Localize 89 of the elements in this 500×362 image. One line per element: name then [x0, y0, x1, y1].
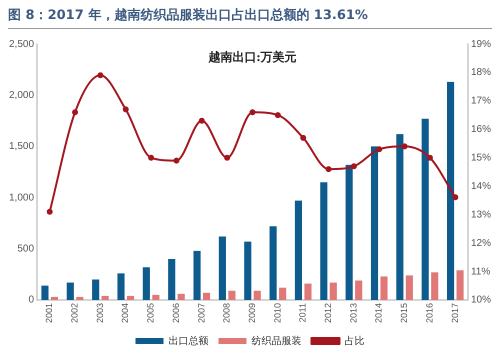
point	[122, 106, 129, 112]
bar	[202, 292, 210, 300]
bar	[193, 250, 201, 300]
x-tick-label: 2017	[450, 302, 460, 324]
bar	[244, 242, 252, 300]
legend-label: 出口总额	[168, 334, 208, 347]
y-tick-label: 0	[28, 294, 34, 306]
point	[350, 163, 357, 170]
x-tick-label: 2007	[196, 302, 206, 324]
text: 越南出口:万美元	[207, 50, 297, 64]
bar	[218, 236, 226, 300]
bar	[228, 290, 236, 300]
x-tick-label: 2006	[170, 302, 181, 324]
bar	[270, 226, 277, 300]
bar	[330, 282, 337, 300]
y2-tick-label: 19%	[470, 38, 492, 50]
y2-tick-label: 14%	[470, 180, 492, 192]
bar	[66, 282, 74, 300]
bar	[446, 82, 454, 300]
x-tick-label: 2015	[399, 302, 410, 324]
bar	[304, 284, 312, 300]
bar	[254, 290, 261, 300]
y-tick-label: 500	[17, 244, 34, 255]
point	[376, 146, 382, 152]
x-tick-label: 2003	[94, 302, 105, 324]
x-tick-label: 2005	[146, 302, 156, 324]
y2-tick-label: 18%	[470, 67, 492, 78]
point	[250, 109, 256, 116]
x-tick-label: 2001	[44, 302, 54, 324]
y-tick-label: 1,500	[8, 141, 34, 152]
x-tick-label: 2009	[246, 302, 257, 324]
bar	[41, 286, 49, 300]
y-tick-label: 1,000	[8, 192, 34, 204]
bar	[92, 280, 100, 300]
y-tick-label: 2,500	[8, 38, 34, 50]
bar	[168, 259, 176, 300]
point	[46, 208, 53, 215]
y2-tick-label: 10%	[470, 294, 492, 306]
bar	[279, 288, 286, 300]
bar	[126, 296, 134, 300]
bar	[355, 280, 362, 300]
y2-tick-label: 15%	[470, 152, 492, 164]
point	[300, 134, 306, 141]
point	[274, 112, 281, 118]
bar	[422, 118, 429, 300]
x-tick-label: 2002	[70, 302, 80, 324]
point	[426, 154, 433, 161]
point	[173, 158, 180, 164]
bar	[294, 200, 302, 300]
y2-tick-label: 11%	[470, 266, 490, 278]
point	[148, 154, 154, 161]
point	[72, 109, 78, 116]
x-tick-label: 2011	[298, 302, 308, 322]
bar	[142, 267, 150, 300]
x-tick-label: 2010	[272, 302, 282, 324]
bar	[76, 296, 84, 300]
y2-tick-label: 17%	[470, 96, 492, 107]
bar	[102, 296, 109, 300]
y2-tick-label: 13%	[470, 209, 492, 220]
point	[198, 118, 205, 124]
y2-tick-label: 16%	[470, 124, 492, 136]
y2-tick-label: 12%	[470, 238, 492, 249]
bar	[380, 276, 388, 300]
point	[452, 194, 458, 200]
bar	[456, 270, 464, 300]
bar	[50, 296, 58, 300]
bar	[370, 146, 378, 300]
bar	[320, 182, 328, 300]
chart-title: 图 8：2017 年，越南纺织品服装出口占出口总额的 13.61%	[8, 6, 492, 29]
point	[402, 143, 408, 150]
bar	[431, 272, 438, 300]
x-tick-label: 2008	[222, 302, 232, 324]
point	[224, 154, 230, 161]
x-tick-label: 2012	[323, 302, 334, 324]
x-tick-label: 2014	[374, 302, 384, 324]
bar	[152, 294, 160, 300]
legend-label: 占比	[344, 334, 364, 347]
x-tick-label: 2004	[120, 302, 130, 324]
bar	[346, 164, 353, 300]
point	[97, 72, 104, 78]
bar	[406, 275, 413, 300]
x-tick-label: 2016	[424, 302, 434, 324]
y-tick-label: 2,000	[8, 90, 34, 101]
bar	[396, 134, 404, 300]
bar	[178, 294, 185, 300]
legend-label: 纺织品服装	[252, 334, 302, 347]
x-tick-label: 2013	[348, 302, 358, 324]
bar	[117, 273, 125, 300]
point	[326, 166, 332, 172]
